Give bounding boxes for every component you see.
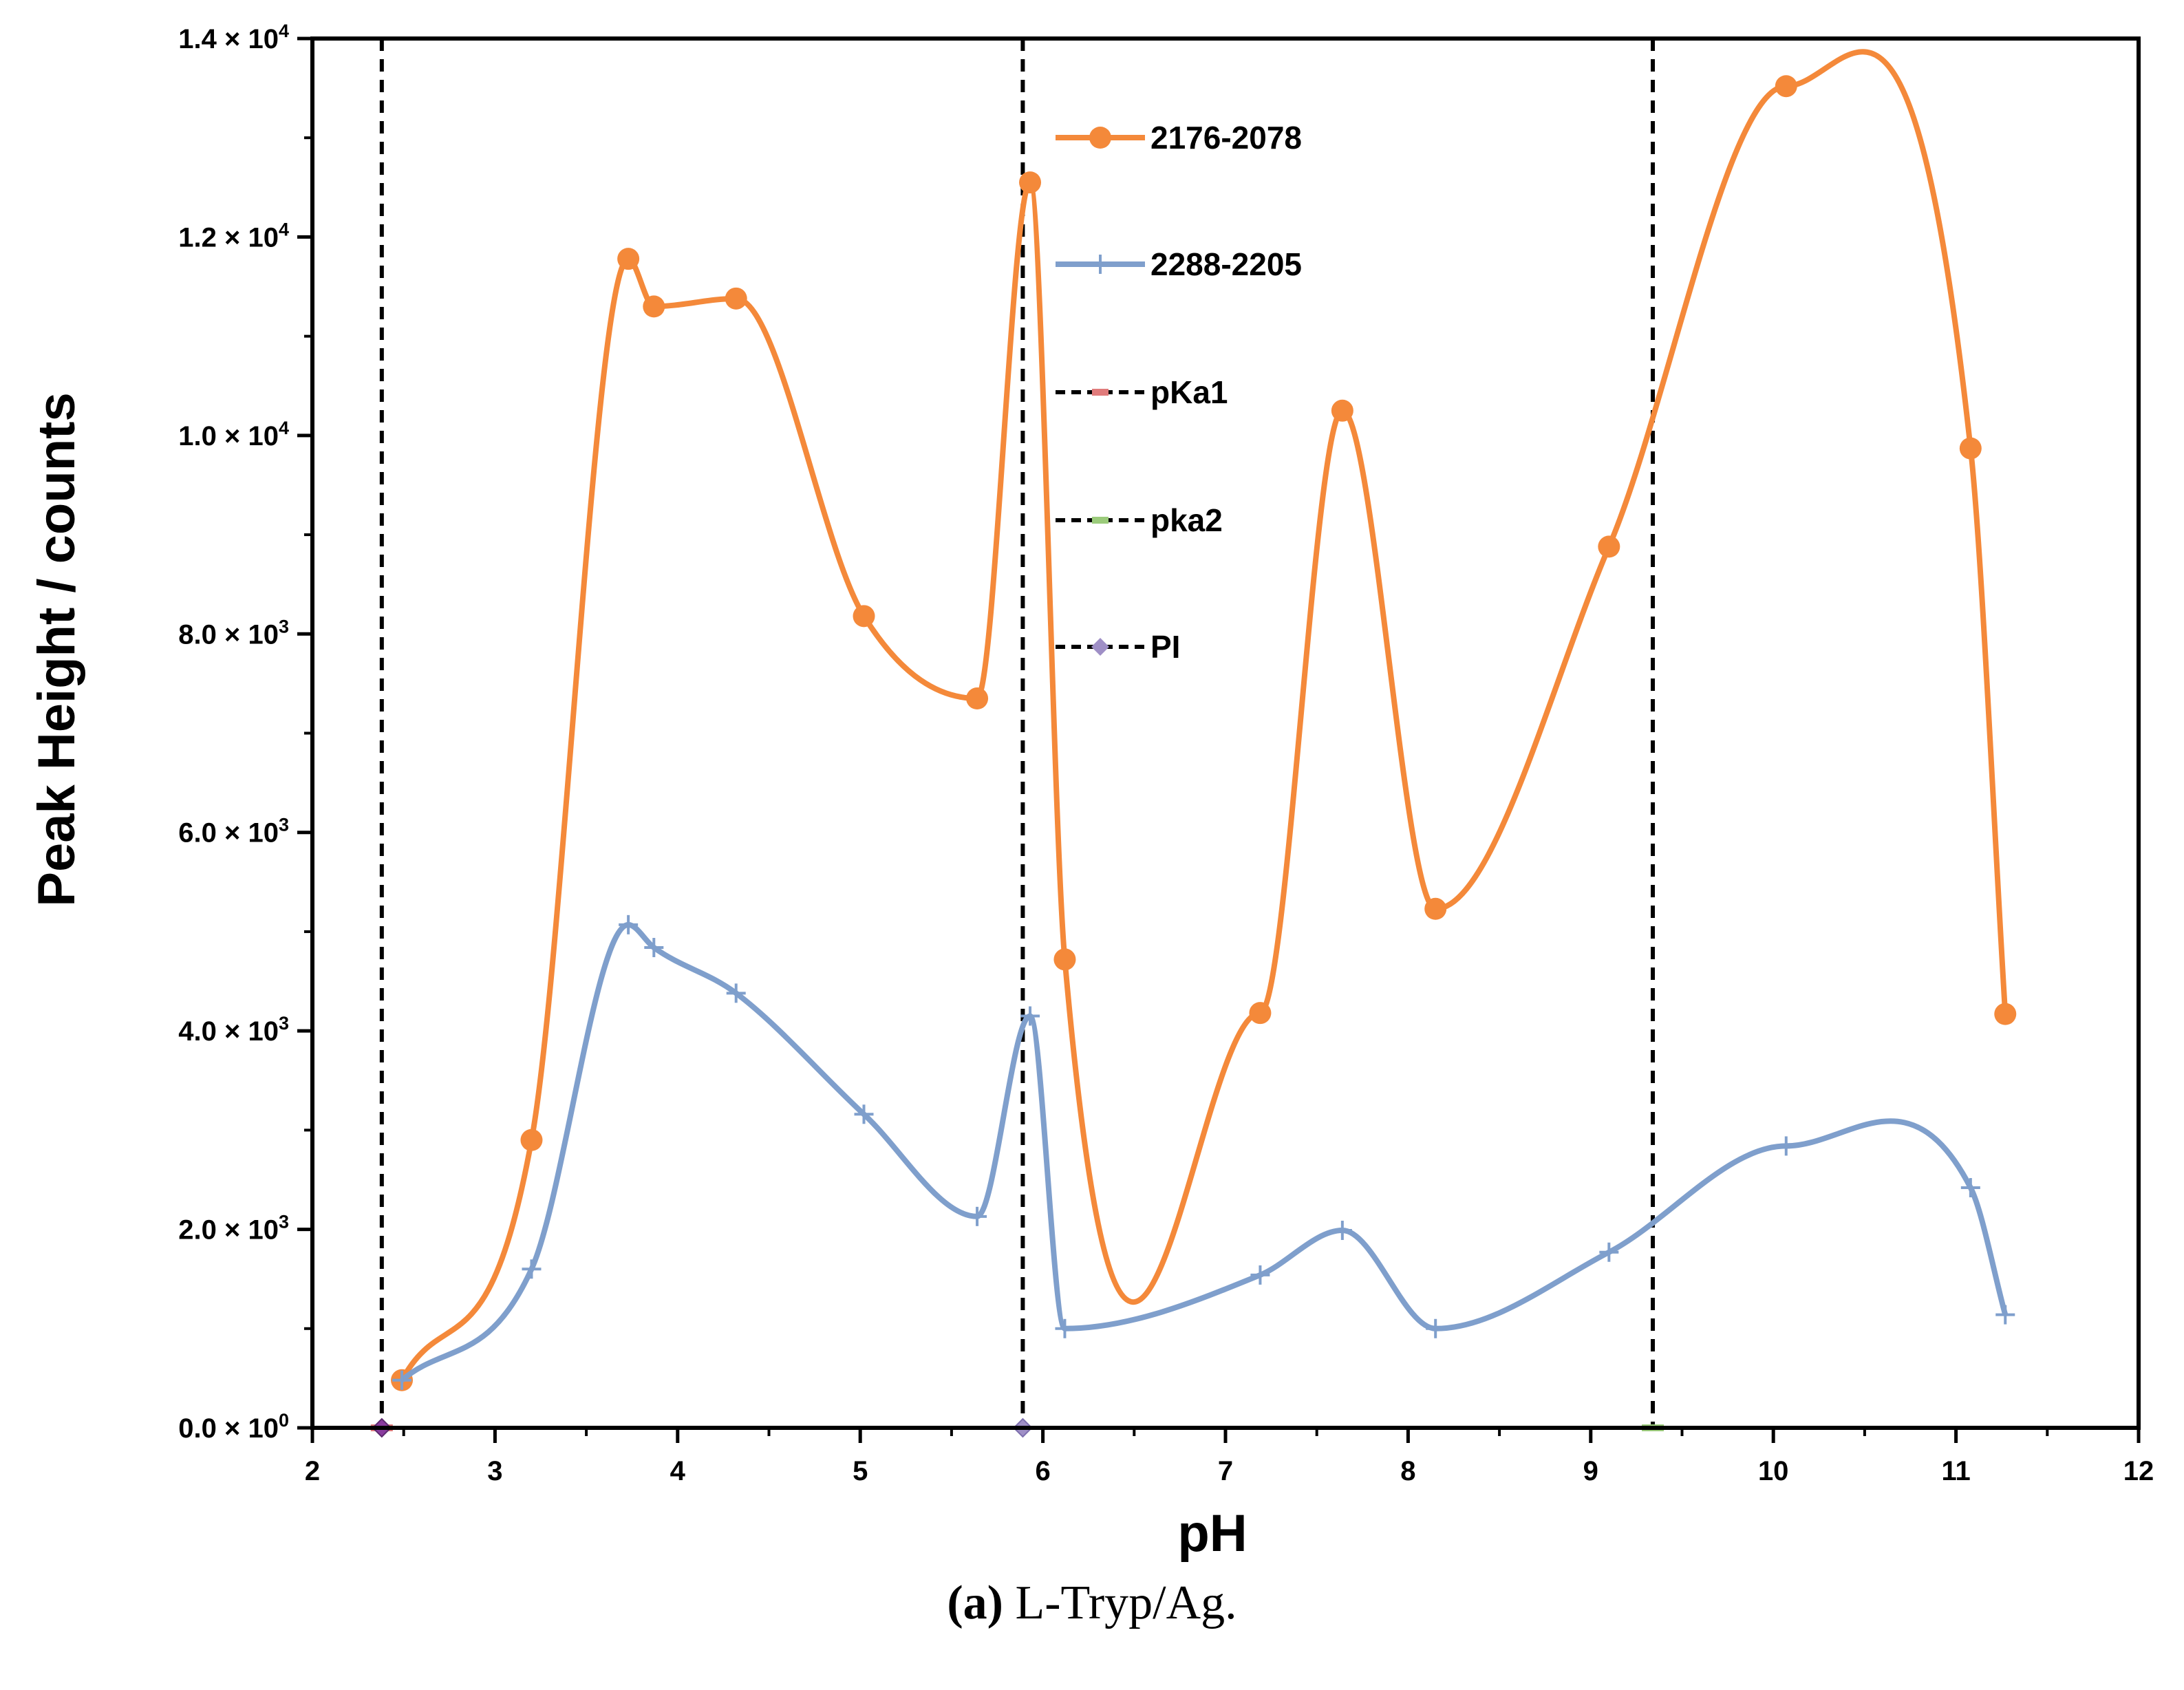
data-point	[1598, 535, 1620, 558]
y-tick-label: 0.0 × 100	[178, 1410, 289, 1444]
data-point	[1250, 1265, 1270, 1285]
y-tick-label: 1.2 × 104	[178, 219, 289, 253]
data-point	[1959, 437, 1982, 460]
legend: 2176-2078 2288-2205 pKa1 pka2 PI	[1056, 120, 1302, 665]
data-point	[1332, 1221, 1352, 1241]
series-line	[399, 49, 2009, 1382]
data-point	[1426, 1318, 1446, 1338]
series-2176-2078	[391, 49, 2017, 1391]
legend-marker	[1091, 638, 1109, 656]
data-point	[1775, 75, 1797, 98]
data-point	[725, 287, 747, 310]
data-point	[726, 983, 746, 1003]
legend-label: pKa1	[1150, 374, 1228, 410]
data-point	[617, 248, 640, 270]
x-tick-label: 12	[2123, 1456, 2154, 1486]
data-point	[1995, 1305, 2015, 1325]
x-tick-label: 9	[1583, 1456, 1598, 1486]
legend-marker	[1089, 127, 1111, 149]
x-tick-label: 3	[487, 1456, 502, 1486]
y-tick-label: 4.0 × 103	[178, 1013, 289, 1047]
x-tick-label: 4	[670, 1456, 686, 1486]
data-point	[966, 687, 989, 710]
data-point	[619, 914, 639, 934]
x-tick-label: 10	[1758, 1456, 1789, 1486]
legend-label: 2288-2205	[1150, 246, 1302, 282]
data-point	[1994, 1003, 2017, 1025]
figure-caption: (a) L-Tryp/Ag.	[0, 1576, 2184, 1631]
y-tick-label: 8.0 × 103	[178, 616, 289, 650]
legend-marker	[1092, 517, 1109, 524]
x-tick-label: 8	[1400, 1456, 1415, 1486]
x-tick-label: 6	[1035, 1456, 1050, 1486]
data-point	[967, 1206, 987, 1226]
data-point	[644, 938, 664, 958]
x-axis-title: pH	[1177, 1504, 1247, 1563]
axes: 2 3 4 5 6 7 8 9 10 11 12 0.0 × 100 2.0 × 103 4.0 × 10…	[178, 21, 2154, 1486]
data-point	[1249, 1002, 1272, 1025]
data-point	[1019, 171, 1042, 194]
legend-label: 2176-2078	[1150, 120, 1302, 156]
legend-marker	[1092, 389, 1109, 396]
x-tick-label: 5	[853, 1456, 868, 1486]
x-tick-label: 2	[305, 1456, 320, 1486]
y-axis-title: Peak Height / counts	[28, 392, 86, 907]
legend-item-2288-2205: 2288-2205	[1056, 246, 1302, 282]
y-tick-label: 2.0 × 103	[178, 1212, 289, 1245]
y-tick-label: 1.0 × 104	[178, 418, 289, 451]
legend-item-pka2: pka2	[1056, 502, 1223, 538]
data-point	[1053, 948, 1076, 971]
x-tick-label: 7	[1218, 1456, 1233, 1486]
legend-item-pi: PI	[1056, 629, 1180, 665]
data-point	[1424, 897, 1447, 920]
data-point	[1599, 1242, 1619, 1262]
y-tick-label: 1.4 × 104	[178, 21, 289, 54]
caption-text: L-Tryp/Ag.	[1003, 1576, 1237, 1629]
data-point	[643, 295, 665, 318]
data-point	[520, 1129, 543, 1151]
legend-label: PI	[1150, 629, 1180, 665]
caption-label: (a)	[947, 1576, 1003, 1629]
series-2288-2205	[392, 914, 2015, 1390]
data-point	[1055, 1318, 1075, 1338]
data-point	[1020, 1006, 1040, 1026]
x-tick-label: 11	[1941, 1456, 1970, 1486]
data-point	[392, 1370, 412, 1390]
data-point	[1776, 1136, 1796, 1156]
data-point	[1331, 399, 1353, 422]
data-point	[853, 605, 875, 628]
legend-label: pka2	[1150, 502, 1223, 538]
data-point	[522, 1259, 542, 1279]
series-line	[400, 921, 2009, 1382]
data-point	[854, 1104, 874, 1124]
legend-item-2176-2078: 2176-2078	[1056, 120, 1302, 156]
data-point	[1960, 1178, 1980, 1198]
y-tick-label: 6.0 × 103	[178, 815, 289, 848]
data-series	[391, 49, 2017, 1391]
legend-item-pka1: pKa1	[1056, 374, 1228, 410]
